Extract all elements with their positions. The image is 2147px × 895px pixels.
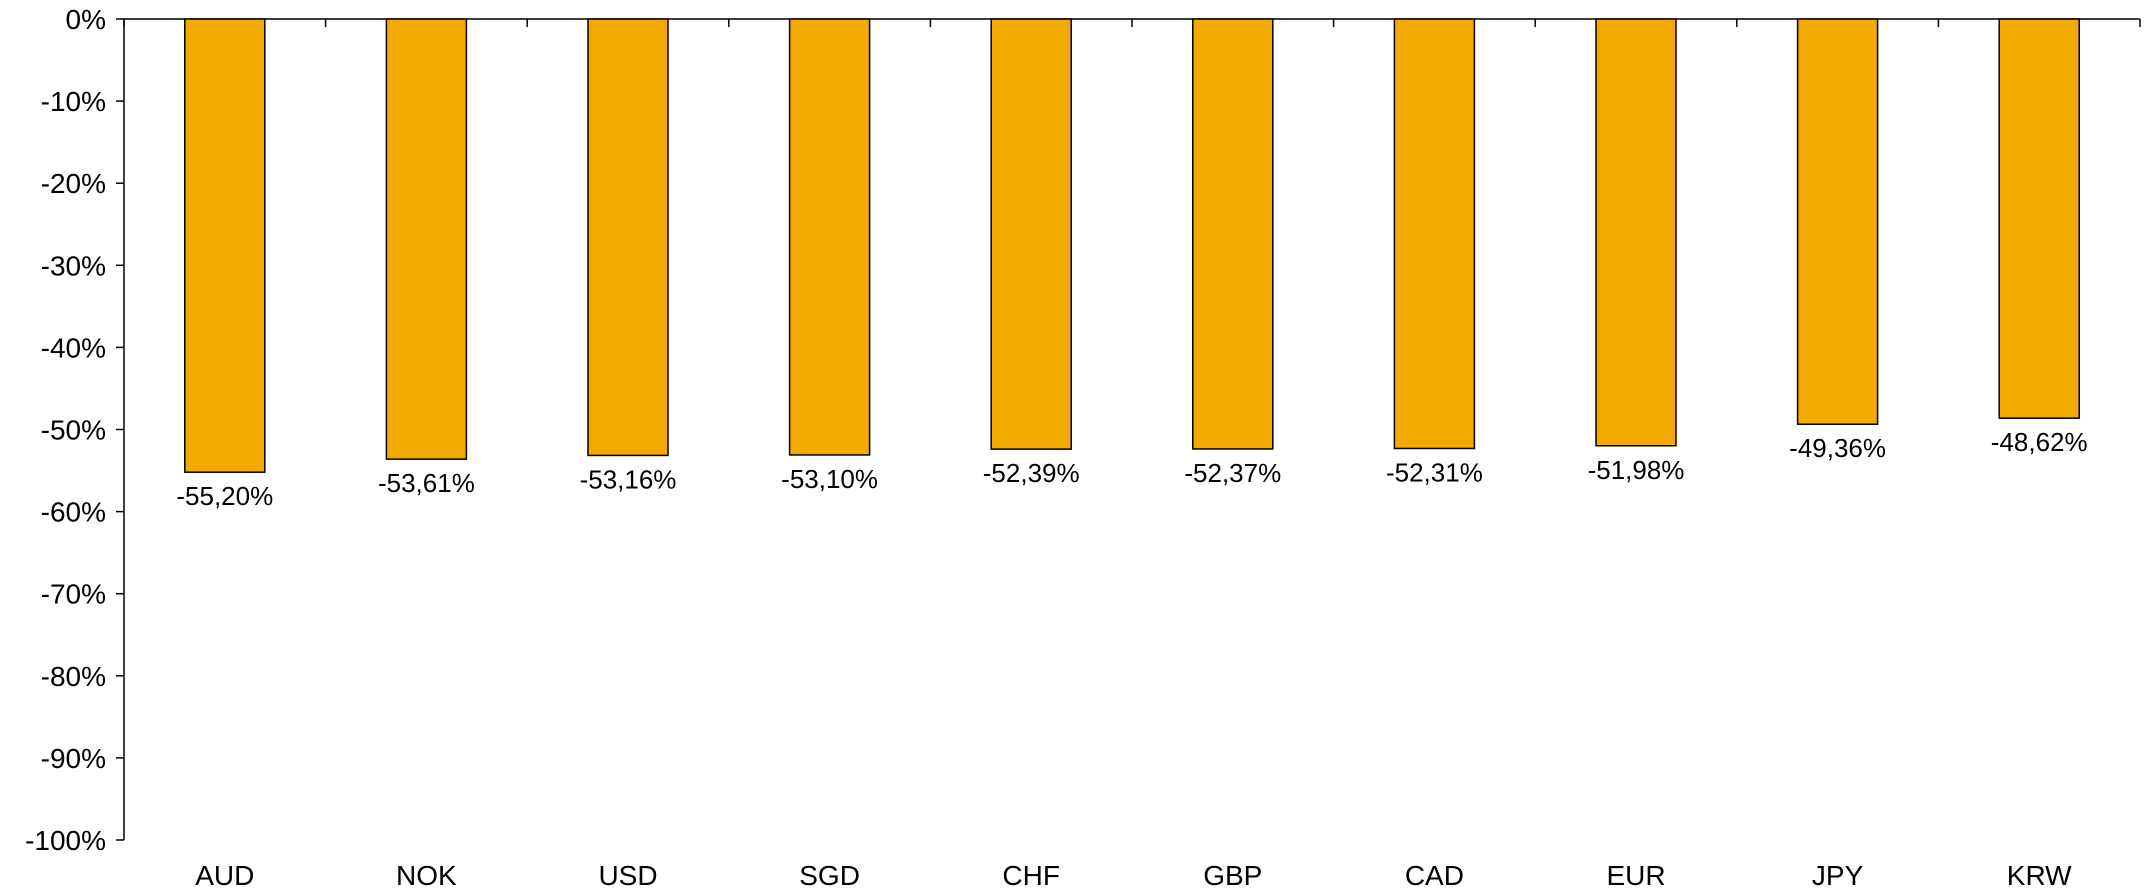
y-tick-label: -10% (41, 86, 106, 117)
data-label-nok: -53,61% (378, 468, 475, 498)
data-label-usd: -53,16% (580, 464, 677, 494)
bar-sgd (788, 18, 871, 456)
bar-krw (1998, 18, 2080, 419)
bar-gbp (1192, 18, 1274, 450)
x-category-label-eur: EUR (1606, 860, 1665, 890)
x-category-label-chf: CHF (1002, 860, 1060, 890)
bar-aud (184, 18, 266, 473)
bar-eur (1595, 18, 1677, 447)
data-label-sgd: -53,10% (781, 464, 878, 494)
data-label-aud: -55,20% (176, 481, 273, 511)
x-category-label-aud: AUD (195, 860, 254, 890)
y-tick-label: -100% (25, 825, 106, 856)
data-label-eur: -51,98% (1588, 455, 1685, 485)
y-tick-label: 0% (66, 4, 106, 35)
bar-chf (990, 18, 1072, 450)
bar-jpy (1796, 18, 1879, 425)
data-label-jpy: -49,36% (1789, 433, 1886, 463)
bars (184, 18, 2080, 473)
y-tick-label: -60% (41, 497, 106, 528)
y-tick-label: -90% (41, 743, 106, 774)
x-category-label-usd: USD (598, 860, 657, 890)
x-category-label-jpy: JPY (1812, 860, 1864, 890)
x-category-label-nok: NOK (396, 860, 457, 890)
bar-nok (385, 18, 468, 460)
data-label-gbp: -52,37% (1184, 458, 1281, 488)
data-labels: -55,20% -53,61% -53,16% -53,10% -52,39% -52,3… (176, 427, 2087, 511)
x-category-label-cad: CAD (1405, 860, 1464, 890)
data-label-krw: -48,62% (1991, 427, 2088, 457)
x-category-label-gbp: GBP (1203, 860, 1262, 890)
y-tick-label: -40% (41, 332, 106, 363)
y-tick-label: -20% (41, 168, 106, 199)
y-axis: 0% -10% -20% -30% -40% -50% -60% -70% -80% -90% -1… (25, 4, 125, 856)
data-label-cad: -52,31% (1386, 457, 1483, 487)
x-category-label-krw: KRW (2007, 860, 2072, 890)
y-tick-label: -80% (41, 661, 106, 692)
y-tick-label: -30% (41, 250, 106, 281)
bar-cad (1393, 18, 1476, 450)
y-tick-label: -50% (41, 415, 106, 446)
bar-usd (587, 18, 669, 457)
data-label-chf: -52,39% (983, 458, 1080, 488)
x-category-label-sgd: SGD (799, 860, 860, 890)
y-tick-label: -70% (41, 579, 106, 610)
